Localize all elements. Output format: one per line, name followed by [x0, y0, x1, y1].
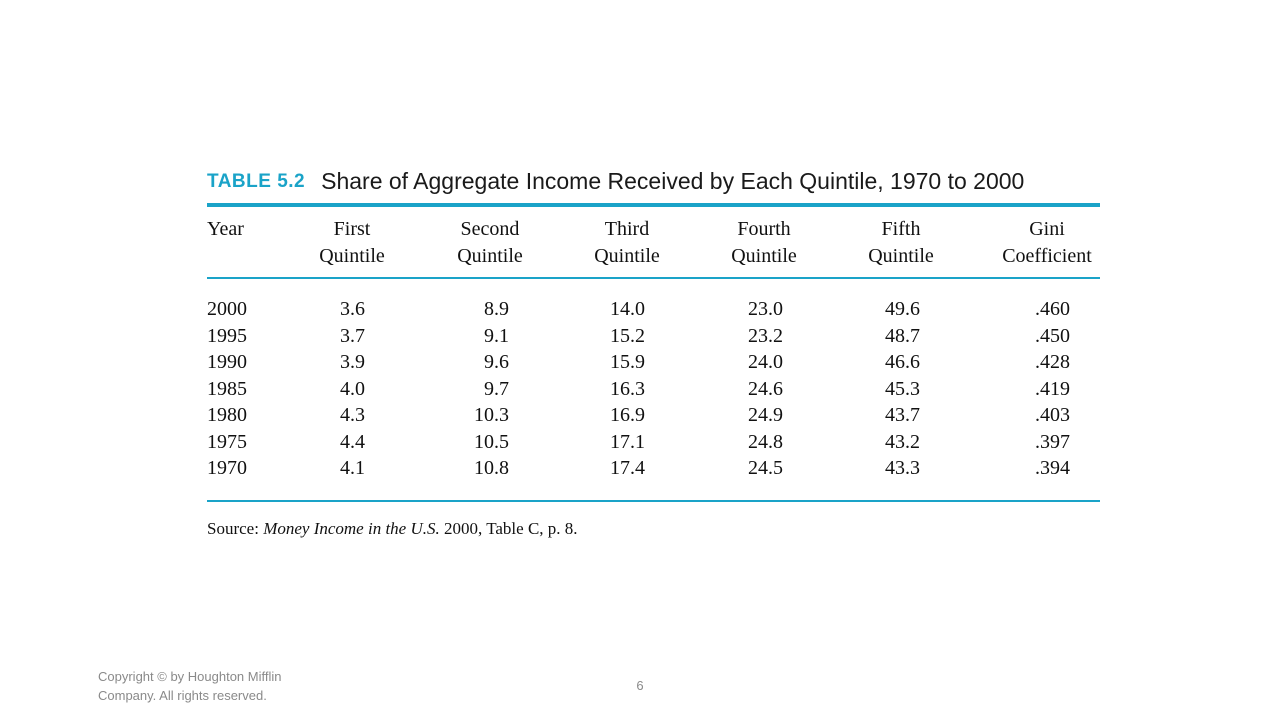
- header-second-quintile: Second Quintile: [457, 218, 523, 267]
- table-cell: 43.2: [885, 430, 920, 453]
- table-cell: 16.3: [610, 377, 645, 400]
- table-cell-year: 1985: [207, 377, 247, 400]
- table-cell: 17.1: [610, 430, 645, 453]
- table-cell: 24.9: [748, 404, 783, 426]
- table-cell: 17.4: [610, 457, 645, 479]
- table-cell: 48.7: [885, 324, 920, 347]
- table-cell: 46.6: [885, 351, 920, 373]
- table-row: 1995 3.7 9.1 15.2 23.2 48.7 .450: [207, 323, 1100, 350]
- table-cell-year: 1995: [207, 324, 247, 347]
- table-cell-year: 2000: [207, 298, 247, 320]
- table-cell: 3.6: [340, 298, 365, 320]
- table-cell: 24.0: [748, 351, 783, 373]
- header-third-quintile: Third Quintile: [594, 218, 660, 267]
- table-cell: 4.1: [340, 457, 365, 479]
- copyright-line-1: Copyright © by Houghton Mifflin: [98, 669, 282, 684]
- table-cell-year: 1970: [207, 457, 247, 479]
- copyright-line-2: Company. All rights reserved.: [98, 688, 267, 703]
- table-cell: 15.9: [610, 351, 645, 373]
- header-year: Year: [207, 218, 244, 240]
- copyright-notice: Copyright © by Houghton Mifflin Company.…: [98, 667, 358, 705]
- table-row: 1975 4.4 10.5 17.1 24.8 43.2 .397: [207, 429, 1100, 456]
- table-cell: 3.7: [340, 324, 365, 347]
- table-cell: 24.6: [748, 377, 783, 400]
- table-row: 1970 4.1 10.8 17.4 24.5 43.3 .394: [207, 455, 1100, 482]
- table-bottom-rule: [207, 500, 1100, 502]
- source-title: Money Income in the U.S.: [263, 519, 440, 538]
- table-cell: 10.8: [474, 457, 509, 479]
- table-cell: 43.3: [885, 457, 920, 479]
- table-cell-year: 1990: [207, 351, 247, 373]
- table-cell: 4.0: [340, 377, 365, 400]
- table-cell: 9.6: [484, 351, 509, 373]
- table-cell: 14.0: [610, 298, 645, 320]
- table-cell: .460: [1035, 298, 1070, 320]
- table-cell-year: 1975: [207, 430, 247, 453]
- table-cell-year: 1980: [207, 404, 247, 426]
- table-row: 1985 4.0 9.7 16.3 24.6 45.3 .419: [207, 376, 1100, 403]
- source-details: 2000, Table C, p. 8.: [444, 519, 578, 538]
- table-cell: 45.3: [885, 377, 920, 400]
- table-cell: 10.5: [474, 430, 509, 453]
- table-source-note: Source: Money Income in the U.S. 2000, T…: [207, 519, 578, 539]
- table-cell: 3.9: [340, 351, 365, 373]
- table-cell: 49.6: [885, 298, 920, 320]
- table-cell: 8.9: [484, 298, 509, 320]
- table-body: 2000 3.6 8.9 14.0 23.0 49.6 .460 1995 3.7 9.1 15.2…: [207, 296, 1100, 482]
- header-fourth-quintile: Fourth Quintile: [731, 218, 797, 267]
- table-cell: 23.0: [748, 298, 783, 320]
- table-cell: 15.2: [610, 324, 645, 347]
- header-first-quintile: First Quintile: [319, 218, 385, 267]
- table-cell: .397: [1035, 430, 1070, 453]
- table-title: TABLE 5.2 Share of Aggregate Income Rece…: [207, 168, 1107, 195]
- table-header-row: Year First Quintile Second Quintile Thir…: [207, 216, 1100, 270]
- table-top-rule: [207, 203, 1100, 207]
- table-cell: 24.5: [748, 457, 783, 479]
- page-number: 6: [636, 678, 644, 693]
- table-cell: .394: [1035, 457, 1070, 479]
- table-cell: 9.7: [484, 377, 509, 400]
- table-cell: 9.1: [484, 324, 509, 347]
- table-cell: 24.8: [748, 430, 783, 453]
- table-cell: 16.9: [610, 404, 645, 426]
- table-cell: 23.2: [748, 324, 783, 347]
- table-cell: 4.4: [340, 430, 365, 453]
- table-cell: .403: [1035, 404, 1070, 426]
- table-header-rule: [207, 277, 1100, 279]
- table-row: 2000 3.6 8.9 14.0 23.0 49.6 .460: [207, 296, 1100, 323]
- table-number-label: TABLE 5.2: [207, 170, 306, 192]
- table-cell: 4.3: [340, 404, 365, 426]
- table-cell: 10.3: [474, 404, 509, 426]
- table-cell: .450: [1035, 324, 1070, 347]
- header-fifth-quintile: Fifth Quintile: [868, 218, 934, 267]
- table-row: 1980 4.3 10.3 16.9 24.9 43.7 .403: [207, 402, 1100, 429]
- table-cell: .428: [1035, 351, 1070, 373]
- source-label: Source:: [207, 519, 259, 538]
- table-row: 1990 3.9 9.6 15.9 24.0 46.6 .428: [207, 349, 1100, 376]
- table-cell: 43.7: [885, 404, 920, 426]
- header-gini-coefficient: Gini Coefficient: [1002, 218, 1092, 267]
- table-cell: .419: [1035, 377, 1070, 400]
- table-caption: Share of Aggregate Income Received by Ea…: [321, 168, 1025, 194]
